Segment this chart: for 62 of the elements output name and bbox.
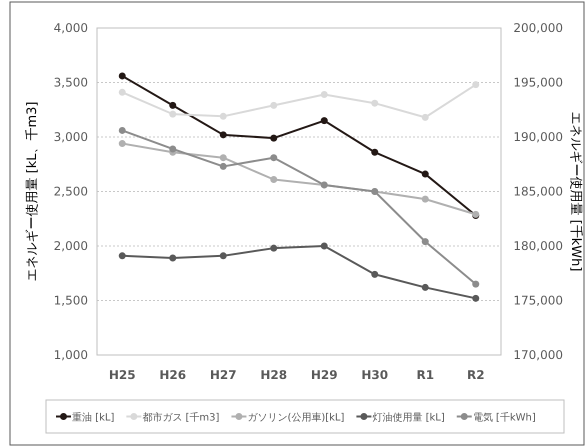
y2tick: 195,000 — [513, 76, 563, 90]
xtick: H26 — [159, 368, 186, 382]
y2label: エネルギー使用量 [千kWh] — [568, 112, 583, 272]
point — [371, 270, 378, 278]
point — [169, 145, 176, 152]
ytick: 3,000 — [54, 130, 88, 144]
point — [472, 81, 480, 88]
legend-label: 都市ガス [千m3] — [142, 412, 220, 424]
point — [422, 114, 429, 121]
legend-label: 電気 [千kWh] — [472, 412, 536, 424]
point — [220, 252, 227, 260]
point — [220, 112, 227, 120]
point — [220, 131, 227, 138]
point — [118, 88, 126, 96]
legend-label: 灯油使用量 [kL] — [372, 412, 445, 424]
ylabel: エネルギー使用量 [kL、千m3] — [25, 102, 40, 282]
point — [169, 102, 176, 109]
point — [270, 102, 278, 109]
xtick: H30 — [361, 368, 388, 382]
point — [169, 110, 176, 118]
ytick: 2,000 — [54, 239, 88, 253]
ytick: 1,500 — [54, 294, 88, 308]
y2tick: 175,000 — [513, 294, 563, 308]
ytick: 4,000 — [54, 21, 88, 35]
y2tick: 190,000 — [513, 130, 563, 144]
point — [371, 148, 378, 156]
ytick: 1,000 — [54, 348, 88, 362]
y2tick: 170,000 — [513, 348, 563, 362]
point — [220, 154, 227, 162]
point — [270, 154, 278, 162]
ytick: 2,500 — [54, 184, 88, 198]
point — [169, 254, 176, 262]
point — [220, 162, 227, 170]
y2tick: 185,000 — [513, 184, 563, 198]
point — [270, 134, 278, 142]
point — [320, 90, 328, 98]
xtick: H27 — [210, 368, 237, 382]
point — [118, 126, 126, 134]
y2tick: 180,000 — [513, 239, 563, 253]
point — [422, 284, 429, 291]
xtick: H28 — [260, 368, 288, 382]
point — [320, 242, 328, 250]
point — [270, 244, 278, 252]
point — [422, 196, 429, 203]
xtick: R2 — [466, 368, 485, 382]
point — [422, 238, 429, 246]
point — [472, 294, 480, 302]
point — [118, 72, 126, 80]
point — [320, 117, 328, 124]
xtick: R1 — [416, 368, 434, 382]
point — [118, 140, 126, 148]
point — [371, 100, 378, 107]
xtick: H25 — [108, 368, 136, 382]
point — [270, 176, 278, 184]
xtick: H29 — [310, 368, 338, 382]
ytick: 3,500 — [54, 76, 88, 90]
point — [422, 170, 429, 178]
point — [472, 280, 480, 288]
y2tick: 200,000 — [513, 21, 563, 35]
legend-label: ガソリン(公用車)[kL] — [247, 412, 345, 424]
point — [118, 252, 126, 260]
legend-label: 重油 [kL] — [72, 412, 114, 424]
